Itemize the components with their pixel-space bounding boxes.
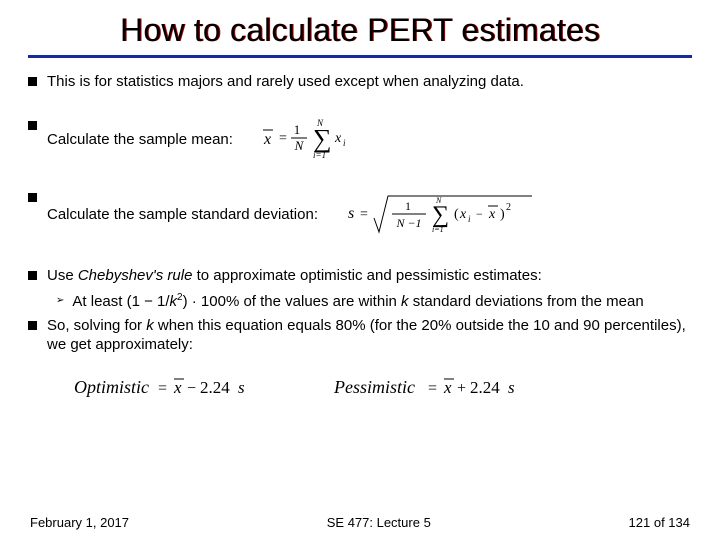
svg-text:x: x	[263, 131, 271, 148]
formula-sample-mean: x = 1 N ∑ N i=1 x i	[261, 116, 371, 164]
bullet-item-1: This is for statistics majors and rarely…	[28, 72, 692, 92]
footer-page: 121 of 134	[629, 515, 690, 530]
bullet-label: Calculate the sample standard deviation:	[47, 205, 318, 222]
chevron-right-icon: ➢	[56, 294, 64, 307]
svg-text:s: s	[508, 378, 515, 397]
bullet-label: Calculate the sample mean:	[47, 130, 233, 147]
result-formulas: Optimistic = x − 2.24 s Pessimistic = x …	[74, 371, 692, 405]
svg-text:i: i	[343, 138, 346, 148]
svg-text:i=1: i=1	[313, 150, 326, 160]
sub-prefix: At least (1 − 1/	[72, 293, 169, 310]
slide: How to calculate PERT estimates This is …	[0, 0, 720, 540]
formula-sample-sd: s = 1 N −1 ∑ N i=1 ( x	[346, 188, 536, 242]
svg-text:i=1: i=1	[432, 225, 444, 234]
b5-prefix: So, solving for	[47, 317, 146, 334]
svg-text:=: =	[428, 380, 437, 397]
svg-text:−: −	[187, 380, 196, 397]
svg-text:x: x	[334, 131, 342, 146]
square-bullet-icon	[28, 77, 37, 86]
bullet-text: Calculate the sample standard deviation:…	[47, 188, 692, 242]
svg-text:i: i	[468, 214, 471, 224]
bullet-text: So, solving for k when this equation equ…	[47, 316, 692, 355]
svg-text:=: =	[279, 131, 287, 146]
sub-rest: standard deviations from the mean	[409, 293, 644, 310]
formula-optimistic: Optimistic = x − 2.24 s	[74, 371, 274, 405]
svg-text:Pessimistic: Pessimistic	[334, 377, 415, 397]
svg-text:=: =	[360, 207, 368, 222]
sub-bullet-text: At least (1 − 1/k2) · 100% of the values…	[72, 291, 643, 312]
svg-text:+: +	[457, 380, 466, 397]
svg-text:s: s	[238, 378, 245, 397]
svg-text:N: N	[294, 138, 305, 153]
bullet-rest: to approximate optimistic and pessimisti…	[192, 267, 541, 284]
footer-date: February 1, 2017	[30, 515, 129, 530]
square-bullet-icon	[28, 321, 37, 330]
bullet-item-4: Use Chebyshev's rule to approximate opti…	[28, 266, 692, 286]
svg-text:s: s	[348, 205, 354, 222]
svg-text:N: N	[316, 118, 324, 128]
svg-text:1: 1	[405, 199, 411, 213]
svg-text:=: =	[158, 380, 167, 397]
bullet-item-2: Calculate the sample mean: x = 1 N ∑ N i…	[28, 116, 692, 164]
svg-text:−: −	[476, 207, 483, 221]
title-underline	[28, 55, 692, 58]
square-bullet-icon	[28, 121, 37, 130]
svg-text:2: 2	[506, 202, 511, 213]
svg-text:∑: ∑	[313, 124, 332, 153]
formula-pessimistic: Pessimistic = x + 2.24 s	[334, 371, 544, 405]
bullet-text: This is for statistics majors and rarely…	[47, 72, 692, 92]
svg-text:N: N	[435, 196, 442, 205]
bullet-item-5: So, solving for k when this equation equ…	[28, 316, 692, 355]
svg-text:): )	[500, 207, 505, 222]
svg-text:x: x	[173, 378, 182, 397]
square-bullet-icon	[28, 271, 37, 280]
bullet-text: Calculate the sample mean: x = 1 N ∑ N i…	[47, 116, 692, 164]
page-title: How to calculate PERT estimates	[28, 12, 692, 49]
kvar: k	[170, 293, 178, 310]
kvar3: k	[146, 317, 154, 334]
bullet-text: Use Chebyshev's rule to approximate opti…	[47, 266, 692, 286]
svg-text:x: x	[459, 207, 467, 222]
svg-text:Optimistic: Optimistic	[74, 377, 149, 397]
bullet-item-3: Calculate the sample standard deviation:…	[28, 188, 692, 242]
sub-mid: ) · 100% of the values are within	[183, 293, 401, 310]
content-area: This is for statistics majors and rarely…	[28, 72, 692, 405]
svg-text:N −1: N −1	[396, 216, 422, 230]
sub-bullet-item: ➢ At least (1 − 1/k2) · 100% of the valu…	[56, 291, 692, 312]
footer-course: SE 477: Lecture 5	[327, 515, 431, 530]
footer: February 1, 2017 SE 477: Lecture 5 121 o…	[0, 515, 720, 530]
bullet-prefix: Use	[47, 267, 78, 284]
square-bullet-icon	[28, 193, 37, 202]
kvar2: k	[401, 293, 409, 310]
svg-text:2.24: 2.24	[470, 378, 500, 397]
svg-text:2.24: 2.24	[200, 378, 230, 397]
svg-text:(: (	[454, 207, 459, 222]
svg-text:1: 1	[294, 122, 301, 137]
chebyshev-term: Chebyshev's rule	[78, 267, 193, 284]
svg-text:x: x	[488, 207, 496, 222]
svg-text:x: x	[443, 378, 452, 397]
